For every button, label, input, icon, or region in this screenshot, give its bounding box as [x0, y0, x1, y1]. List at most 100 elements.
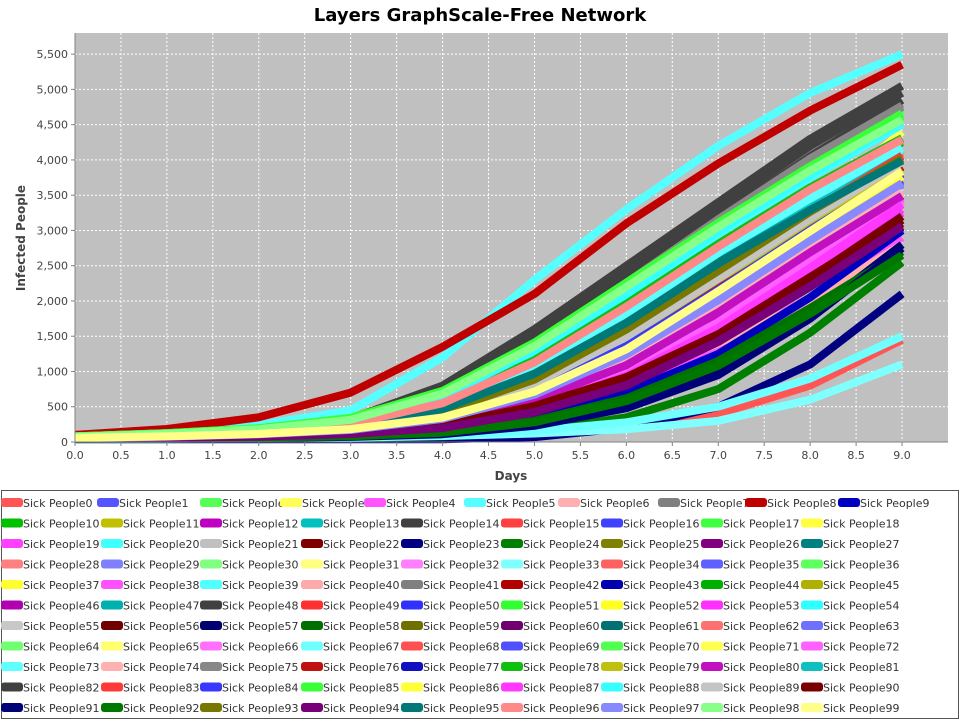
- legend-swatch: [401, 600, 423, 610]
- legend-swatch: [1, 682, 23, 692]
- legend-label: Sick People47: [123, 600, 200, 613]
- legend-label: Sick People93: [222, 702, 299, 715]
- y-tick-label: 5,000: [37, 83, 69, 96]
- legend: Sick People0 Sick People1 Sick People2 Sick…: [1, 497, 930, 715]
- legend-label: Sick People30: [222, 559, 299, 572]
- legend-label: Sick People78: [523, 661, 600, 674]
- y-tick-label: 5,500: [37, 48, 69, 61]
- legend-label: Sick People83: [123, 682, 200, 695]
- legend-swatch: [1, 703, 23, 712]
- legend-label: Sick People85: [323, 682, 400, 695]
- legend-label: Sick People8: [767, 497, 837, 510]
- legend-label: Sick People62: [723, 620, 800, 633]
- legend-swatch: [1, 518, 23, 528]
- legend-label: Sick People80: [723, 661, 800, 674]
- x-tick-label: 9.0: [893, 449, 911, 462]
- legend-label: Sick People75: [222, 661, 299, 674]
- legend-label: Sick People37: [23, 579, 100, 592]
- legend-label: Sick People12: [222, 518, 299, 531]
- legend-swatch: [701, 539, 723, 548]
- legend-label: Sick People92: [123, 702, 200, 715]
- legend-label: Sick People79: [623, 661, 700, 674]
- legend-swatch: [801, 621, 823, 630]
- legend-label: Sick People39: [222, 579, 299, 592]
- legend-label: Sick People18: [823, 518, 900, 531]
- legend-swatch: [280, 498, 302, 507]
- x-tick-label: 0.0: [66, 449, 84, 462]
- legend-label: Sick People29: [123, 559, 200, 572]
- legend-swatch: [200, 498, 222, 507]
- legend-label: Sick People87: [523, 682, 600, 695]
- y-tick-label: 2,500: [37, 260, 69, 273]
- x-tick-label: 8.5: [847, 449, 865, 462]
- legend-label: Sick People98: [723, 702, 800, 715]
- y-tick-label: 3,500: [37, 189, 69, 202]
- legend-swatch: [401, 703, 423, 712]
- y-tick-label: 500: [47, 401, 68, 414]
- legend-label: Sick People54: [823, 600, 900, 613]
- legend-swatch: [501, 621, 523, 630]
- legend-label: Sick People70: [623, 641, 700, 654]
- legend-label: Sick People71: [723, 641, 800, 654]
- legend-label: Sick People65: [123, 641, 200, 654]
- legend-swatch: [101, 682, 123, 692]
- legend-label: Sick People57: [222, 620, 299, 633]
- series-line: [74, 61, 904, 439]
- legend-label: Sick People43: [623, 579, 700, 592]
- x-tick-label: 2.5: [296, 449, 314, 462]
- legend-label: Sick People41: [423, 579, 500, 592]
- legend-swatch: [801, 682, 823, 692]
- legend-label: Sick People16: [623, 518, 700, 531]
- legend-label: Sick People89: [723, 682, 800, 695]
- legend-label: Sick People34: [623, 559, 700, 572]
- legend-swatch: [401, 580, 423, 589]
- legend-label: Sick People24: [523, 538, 600, 551]
- legend-label: Sick People74: [123, 661, 200, 674]
- legend-swatch: [101, 518, 123, 528]
- legend-label: Sick People68: [423, 641, 500, 654]
- legend-swatch: [801, 559, 823, 569]
- legend-swatch: [701, 518, 723, 528]
- legend-swatch: [1, 580, 23, 589]
- legend-swatch: [501, 600, 523, 610]
- chart-title: Layers GraphScale-Free Network: [314, 5, 647, 26]
- legend-swatch: [200, 703, 222, 712]
- legend-label: Sick People1: [119, 497, 189, 510]
- legend-label: Sick People55: [23, 620, 100, 633]
- legend-label: Sick People59: [423, 620, 500, 633]
- axes: [74, 33, 948, 443]
- legend-label: Sick People0: [23, 497, 93, 510]
- y-axis-ticks: 0 500 1,000 1,500 2,000 2,500 3,000 3,500 4,000 4…: [37, 48, 75, 449]
- legend-label: Sick People27: [823, 538, 900, 551]
- legend-swatch: [701, 662, 723, 671]
- legend-swatch: [501, 662, 523, 671]
- legend-label: Sick People50: [423, 600, 500, 613]
- legend-swatch: [1, 641, 23, 651]
- legend-swatch: [301, 641, 323, 651]
- legend-swatch: [701, 641, 723, 651]
- legend-label: Sick People52: [623, 600, 700, 613]
- legend-swatch: [464, 498, 486, 507]
- legend-swatch: [301, 518, 323, 528]
- y-tick-label: 2,000: [37, 295, 69, 308]
- legend-label: Sick People95: [423, 702, 500, 715]
- legend-swatch: [1, 539, 23, 548]
- legend-label: Sick People51: [523, 600, 600, 613]
- legend-swatch: [401, 682, 423, 692]
- legend-label: Sick People28: [23, 559, 100, 572]
- legend-label: Sick People67: [323, 641, 400, 654]
- legend-swatch: [401, 662, 423, 671]
- legend-label: Sick People6: [580, 497, 650, 510]
- legend-swatch: [601, 559, 623, 569]
- legend-swatch: [801, 662, 823, 671]
- x-tick-label: 6.5: [664, 449, 682, 462]
- legend-swatch: [200, 641, 222, 651]
- legend-swatch: [801, 518, 823, 528]
- x-tick-label: 3.0: [342, 449, 360, 462]
- legend-swatch: [601, 641, 623, 651]
- legend-label: Sick People97: [623, 702, 700, 715]
- series-lines: [74, 50, 905, 444]
- legend-swatch: [364, 498, 386, 507]
- legend-swatch: [301, 682, 323, 692]
- legend-label: Sick People10: [23, 518, 100, 531]
